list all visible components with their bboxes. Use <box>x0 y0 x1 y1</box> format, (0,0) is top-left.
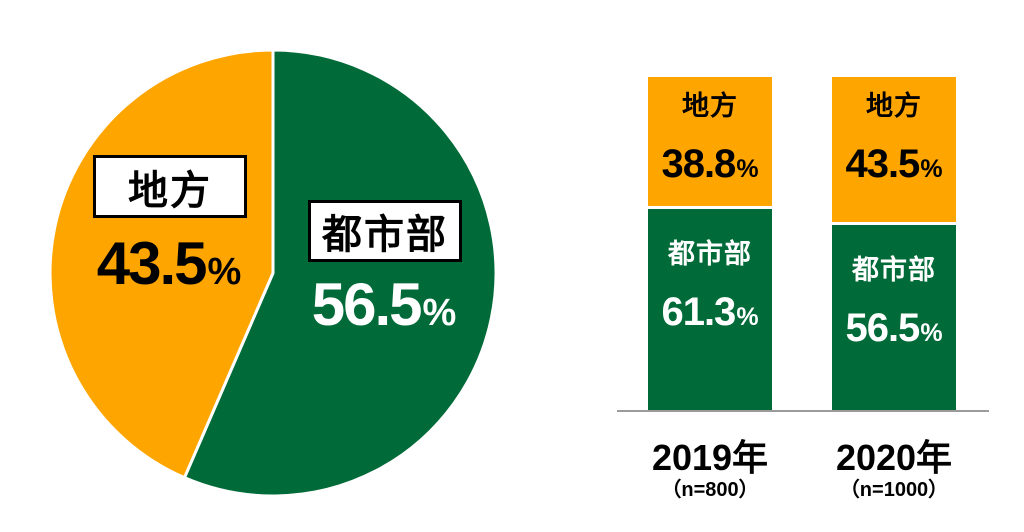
pie-label-box-rural: 地方 <box>93 155 247 218</box>
stacked-bar-2019: 地方 38.8% 都市部 61.3% <box>648 77 772 411</box>
segment-label: 都市部 <box>852 255 936 286</box>
segment-label: 地方 <box>682 91 738 121</box>
pie-slice-urban <box>182 48 498 498</box>
segment-value: 56.5% <box>845 306 943 351</box>
x-axis-baseline <box>617 410 989 412</box>
segment-value: 38.8% <box>661 142 759 186</box>
sample-size-2019: （n=800） <box>661 479 759 501</box>
pie-label-urban: 都市部 <box>322 213 448 257</box>
percent-sign: % <box>920 155 943 183</box>
segment-label: 地方 <box>866 91 922 121</box>
percent-sign: % <box>736 303 759 332</box>
percent-sign: % <box>736 155 759 183</box>
stacked-bar-2020: 地方 43.5% 都市部 56.5% <box>832 77 956 411</box>
bar-segment-rural-2020: 地方 43.5% <box>832 77 956 223</box>
pie-label-rural: 地方 <box>128 168 212 213</box>
pie-label-box-urban: 都市部 <box>308 200 462 262</box>
percent-sign: % <box>422 292 457 334</box>
pie-value-rural: 43.5% <box>59 234 279 294</box>
category-label-2020: 2020年 <box>835 437 953 478</box>
bar-segment-urban-2019: 都市部 61.3% <box>648 206 772 411</box>
sample-size-2020: （n=1000） <box>839 479 949 501</box>
pie-value-urban-number: 56.5 <box>311 271 423 338</box>
percent-sign: % <box>207 251 242 293</box>
segment-label: 都市部 <box>668 239 752 270</box>
stacked-bar-chart: 地方 38.8% 都市部 61.3% 地方 43.5% 都市部 <box>617 0 989 532</box>
pie-chart: 地方 43.5% 都市部 56.5% <box>48 48 498 498</box>
percent-sign: % <box>920 319 943 348</box>
segment-value: 61.3% <box>661 290 759 335</box>
pie-value-urban: 56.5% <box>274 275 494 335</box>
bar-segment-urban-2020: 都市部 56.5% <box>832 222 956 411</box>
segment-value: 43.5% <box>845 142 943 186</box>
bar-segment-rural-2019: 地方 38.8% <box>648 77 772 207</box>
pie-value-rural-number: 43.5 <box>96 230 208 297</box>
category-label-2019: 2019年 <box>651 437 769 478</box>
